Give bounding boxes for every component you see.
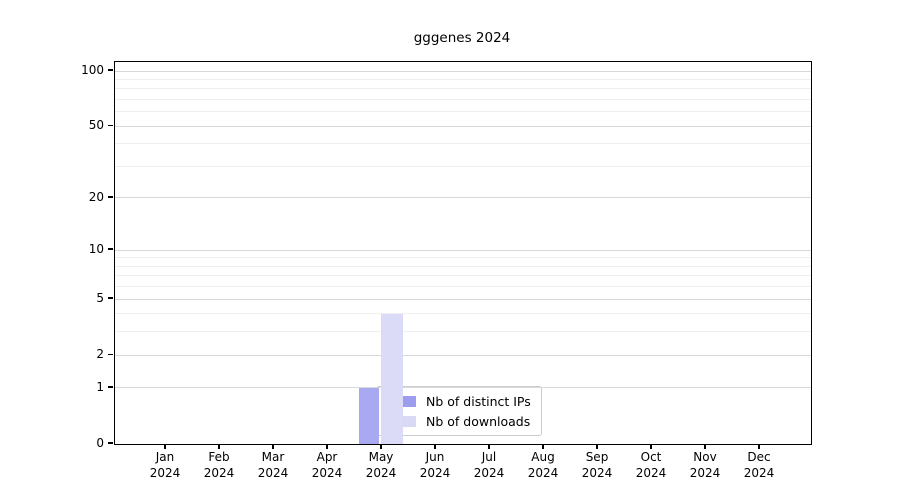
x-axis-tick-mark — [380, 444, 382, 450]
y-axis-tick-mark — [108, 196, 113, 198]
y-axis-tick-mark — [108, 124, 113, 126]
chart-title: gggenes 2024 — [413, 30, 511, 46]
legend-item: Nb of downloads — [386, 412, 533, 430]
y-axis-tick-mark — [108, 386, 113, 388]
bar-distinct-ips — [359, 387, 379, 444]
x-axis-tick-mark — [164, 444, 166, 450]
x-axis-tick-label: Jul 2024 — [473, 450, 505, 480]
gridline-minor — [115, 143, 811, 145]
legend-item: Nb of distinct IPs — [386, 392, 533, 410]
x-axis-tick-label: Aug 2024 — [527, 450, 559, 480]
gridline-minor — [115, 88, 811, 90]
y-axis-tick-label: 1 — [96, 379, 104, 394]
x-axis-tick-label: Oct 2024 — [635, 450, 667, 480]
gridline-major — [115, 197, 811, 199]
gridline-major — [115, 70, 811, 72]
gridline-minor — [115, 257, 811, 259]
gridline-minor — [115, 165, 811, 167]
x-axis-tick-mark — [758, 444, 760, 450]
y-axis-tick-label: 50 — [88, 118, 104, 133]
x-axis-tick-mark — [596, 444, 598, 450]
gridline-major — [115, 354, 811, 356]
y-axis-tick-mark — [108, 297, 113, 299]
x-axis-tick-label: Apr 2024 — [311, 450, 343, 480]
gridline-major — [115, 125, 811, 127]
x-axis-tick-mark — [704, 444, 706, 450]
y-axis-tick-mark — [108, 248, 113, 250]
gridline-major — [115, 387, 811, 389]
x-axis-tick-label: Nov 2024 — [689, 450, 721, 480]
x-axis-tick-label: Feb 2024 — [203, 450, 235, 480]
gridline-minor — [115, 111, 811, 113]
y-axis-tick-label: 10 — [88, 242, 104, 257]
gridline-minor — [115, 313, 811, 315]
x-axis-tick-mark — [434, 444, 436, 450]
y-axis-tick-label: 100 — [81, 63, 104, 77]
gridline-minor — [115, 78, 811, 80]
x-axis-tick-label: Jan 2024 — [149, 450, 181, 480]
gridline-minor — [115, 286, 811, 288]
x-axis-tick-label: Sep 2024 — [581, 450, 613, 480]
x-axis-tick-label: May 2024 — [365, 450, 397, 480]
x-axis-tick-mark — [488, 444, 490, 450]
gridline-minor — [115, 98, 811, 100]
y-axis-tick-mark — [108, 442, 113, 444]
gridline-minor — [115, 265, 811, 267]
y-axis-tick-mark — [108, 353, 113, 355]
legend-label: Nb of distinct IPs — [426, 393, 531, 409]
x-axis-tick-label: Dec 2024 — [743, 450, 775, 480]
x-axis-tick-label: Mar 2024 — [257, 450, 289, 480]
plot-area: Nb of distinct IPs Nb of downloads — [114, 61, 812, 445]
legend-label: Nb of downloads — [426, 413, 531, 429]
gridline-major — [115, 298, 811, 300]
bar-downloads — [381, 313, 403, 444]
x-axis-tick-mark — [272, 444, 274, 450]
gridline-minor — [115, 331, 811, 333]
y-axis-tick-label: 20 — [88, 189, 104, 204]
y-axis-tick-mark — [108, 69, 113, 71]
gridline-major — [115, 249, 811, 251]
y-axis-tick-label: 5 — [96, 291, 104, 306]
x-axis-tick-mark — [542, 444, 544, 450]
x-axis-tick-mark — [650, 444, 652, 450]
x-axis-tick-label: Jun 2024 — [419, 450, 451, 480]
y-axis-tick-label: 2 — [96, 347, 104, 362]
x-axis-tick-mark — [326, 444, 328, 450]
y-axis-tick-label: 0 — [96, 436, 104, 450]
x-axis-tick-mark — [218, 444, 220, 450]
gridline-minor — [115, 275, 811, 277]
